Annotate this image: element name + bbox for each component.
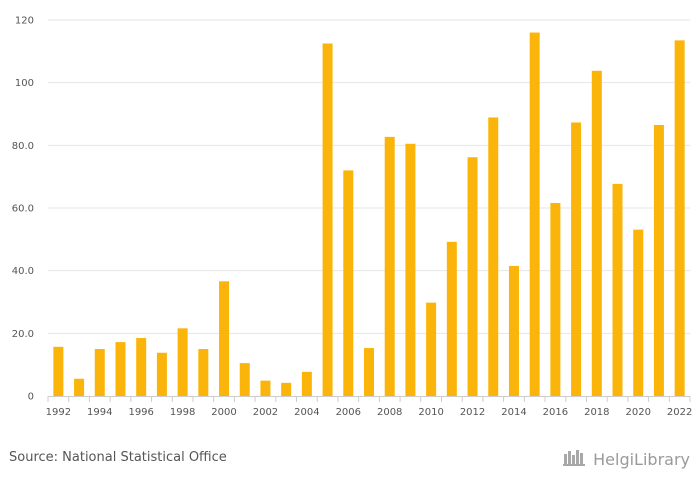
bar-2009 <box>405 143 416 396</box>
x-tick-label: 1992 <box>46 407 71 418</box>
x-tick-label: 2014 <box>501 407 526 418</box>
bar-2013 <box>488 117 499 397</box>
y-tick-label: 120 <box>15 16 34 27</box>
library-logo-icon <box>563 448 589 470</box>
bar-2008 <box>384 136 395 396</box>
x-tick-label: 2016 <box>543 407 568 418</box>
x-tick-label: 2022 <box>667 407 692 418</box>
x-tick-label: 2006 <box>336 407 361 418</box>
bar-1995 <box>115 342 126 396</box>
bar-1993 <box>74 378 85 396</box>
bar-2014 <box>508 265 519 396</box>
bar-2017 <box>571 122 582 397</box>
x-tick-label: 2020 <box>625 407 650 418</box>
x-tick-label: 1994 <box>87 407 112 418</box>
y-tick-label: 0 <box>28 392 34 403</box>
bar-2006 <box>343 170 354 396</box>
bar-2012 <box>467 157 478 396</box>
source-note: Source: National Statistical Office <box>9 450 227 465</box>
bar-2018 <box>591 70 602 396</box>
y-tick-label: 20.0 <box>12 329 34 340</box>
y-axis-tick-labels: 0 20.0 40.0 60.0 80.0 100 120 <box>12 16 34 403</box>
x-tick-label: 2008 <box>377 407 402 418</box>
brand-logo: HelgiLibrary <box>563 448 690 470</box>
bar-2003 <box>281 382 292 396</box>
bar-2000 <box>219 281 230 396</box>
bar-2020 <box>633 229 644 396</box>
bar-1992 <box>53 346 64 396</box>
x-axis-ticks <box>47 396 691 402</box>
bar-2010 <box>426 302 437 396</box>
grid-lines <box>48 19 690 334</box>
bar-1997 <box>156 352 167 396</box>
brand-name: HelgiLibrary <box>593 449 690 469</box>
bar-1994 <box>94 349 105 396</box>
bar-2016 <box>550 202 561 396</box>
x-tick-label: 2000 <box>211 407 236 418</box>
bar-2005 <box>322 43 333 396</box>
x-tick-label: 1998 <box>170 407 195 418</box>
bar-2022 <box>674 40 685 396</box>
bar-1998 <box>177 328 188 396</box>
bar-chart: 0 20.0 40.0 60.0 80.0 100 120 1992 1994 1996 1998… <box>12 16 693 419</box>
bar-2019 <box>612 183 623 396</box>
x-tick-label: 2012 <box>460 407 485 418</box>
bar-2002 <box>260 380 271 396</box>
y-tick-label: 40.0 <box>12 266 34 277</box>
bar-1996 <box>136 338 147 396</box>
x-axis-tick-labels: 1992 1994 1996 1998 2000 2002 2004 2006 2008 2010… <box>46 407 693 418</box>
x-tick-label: 1996 <box>128 407 153 418</box>
x-tick-label: 2002 <box>253 407 278 418</box>
x-tick-label: 2018 <box>584 407 609 418</box>
y-tick-label: 60.0 <box>12 204 34 215</box>
x-tick-label: 2010 <box>418 407 443 418</box>
bar-1999 <box>198 349 209 396</box>
bar-2001 <box>239 363 250 396</box>
y-tick-label: 100 <box>15 78 34 89</box>
bar-2021 <box>653 124 664 396</box>
bar-2004 <box>301 371 312 396</box>
bars <box>53 32 685 397</box>
bar-2015 <box>529 32 540 397</box>
bar-2011 <box>446 241 457 396</box>
y-tick-label: 80.0 <box>12 141 34 152</box>
x-tick-label: 2004 <box>294 407 319 418</box>
bar-2007 <box>364 348 374 396</box>
